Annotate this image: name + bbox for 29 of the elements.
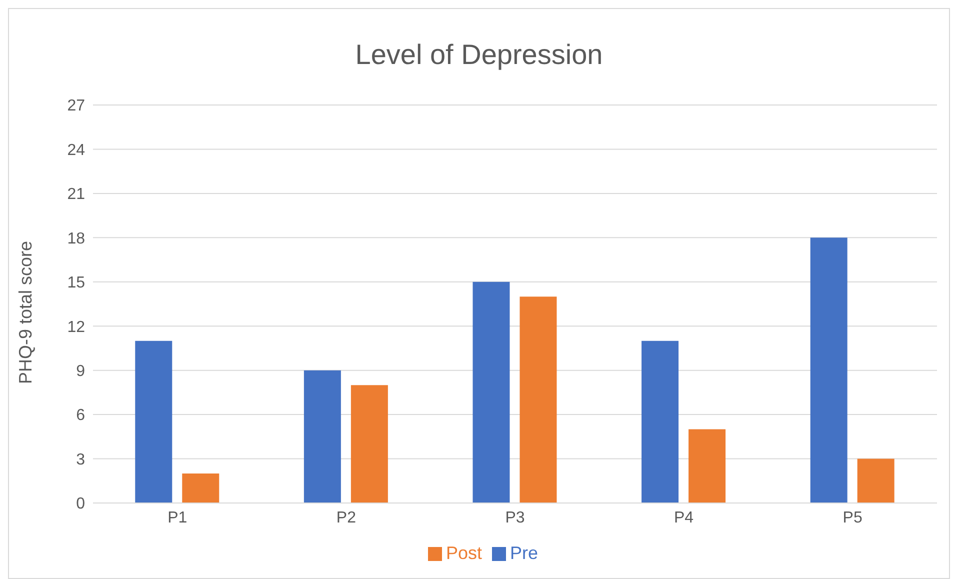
y-tick-label: 15 — [67, 274, 86, 292]
y-tick-label: 0 — [76, 496, 86, 513]
x-tick-label: P4 — [674, 509, 694, 526]
x-tick-label: P5 — [842, 509, 862, 526]
bar — [810, 238, 848, 503]
y-tick-label: 21 — [67, 186, 86, 204]
y-tick-label: 9 — [76, 363, 86, 380]
bar — [135, 340, 172, 503]
bar — [857, 458, 894, 503]
bar — [472, 282, 510, 503]
x-tick-label: P3 — [505, 509, 525, 526]
chart-title: Level of Depression — [354, 39, 604, 71]
bar — [520, 296, 557, 503]
bar — [350, 385, 388, 503]
legend-label: Post — [446, 543, 482, 563]
bar — [688, 429, 726, 503]
y-tick-label: 24 — [67, 142, 86, 159]
y-tick-label: 6 — [76, 407, 86, 424]
y-tick-label: 18 — [67, 230, 86, 248]
x-tick-label: P2 — [336, 509, 356, 526]
bar — [304, 370, 341, 503]
y-tick-label: 27 — [67, 98, 86, 115]
bar — [182, 474, 220, 503]
y-axis-title: PHQ-9 total score — [15, 240, 36, 384]
y-tick-label: 12 — [67, 318, 86, 336]
x-tick-label: P1 — [168, 509, 188, 526]
bar — [642, 340, 679, 503]
y-tick-label: 3 — [76, 451, 86, 468]
legend-label: Pre — [510, 543, 538, 563]
